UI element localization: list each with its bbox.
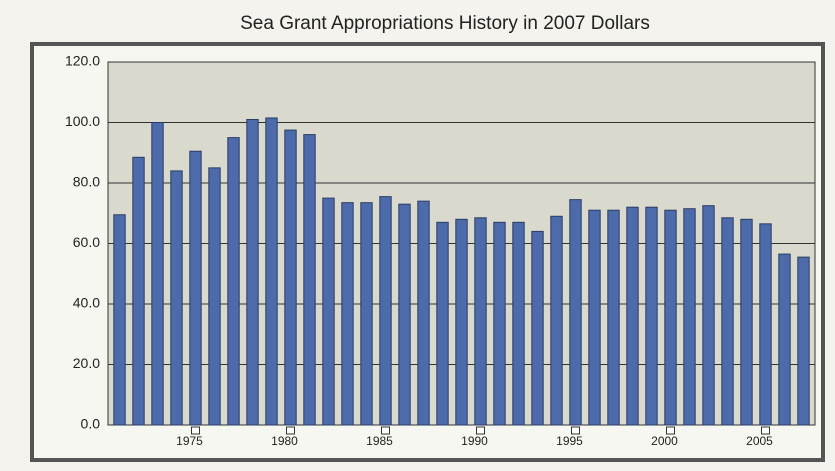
bar: [170, 170, 183, 426]
x-tick-label: 2000: [651, 434, 678, 448]
bar: [189, 150, 202, 426]
bar: [493, 221, 506, 426]
y-tick-label: 80.0: [73, 174, 100, 190]
bar: [664, 209, 677, 426]
bar: [721, 217, 734, 426]
x-tick-label: 1980: [271, 434, 298, 448]
x-tick-marker: [191, 426, 200, 435]
bar: [759, 223, 772, 426]
bar: [227, 137, 240, 426]
y-tick-label: 20.0: [73, 355, 100, 371]
x-tick-marker: [286, 426, 295, 435]
bar: [246, 118, 259, 426]
bar: [588, 209, 601, 426]
y-tick-label: 40.0: [73, 295, 100, 311]
x-tick-marker: [666, 426, 675, 435]
x-tick-label: 1985: [366, 434, 393, 448]
bar: [341, 202, 354, 426]
bar: [284, 129, 297, 426]
bar: [778, 253, 791, 426]
y-tick-label: 0.0: [81, 416, 101, 432]
bar: [645, 206, 658, 426]
y-tick-label: 60.0: [73, 234, 100, 250]
x-tick-marker: [381, 426, 390, 435]
bar: [607, 209, 620, 426]
bar: [702, 205, 715, 426]
bar: [151, 122, 164, 426]
bar: [550, 215, 563, 426]
bar: [740, 218, 753, 426]
x-tick-label: 1990: [461, 434, 488, 448]
x-tick-marker: [571, 426, 580, 435]
bar: [398, 203, 411, 426]
bar: [512, 221, 525, 426]
bar: [797, 256, 810, 426]
bar: [417, 200, 430, 426]
bar: [322, 197, 335, 426]
y-tick-label: 120.0: [65, 53, 100, 69]
x-tick-marker: [476, 426, 485, 435]
x-tick-label: 1975: [176, 434, 203, 448]
bar: [531, 230, 544, 426]
bar: [303, 134, 316, 426]
bar: [626, 206, 639, 426]
bar: [569, 199, 582, 426]
x-tick-marker: [761, 426, 770, 435]
x-tick-label: 2005: [746, 434, 773, 448]
y-tick-label: 100.0: [65, 113, 100, 129]
bar: [379, 196, 392, 426]
chart-title: Sea Grant Appropriations History in 2007…: [240, 13, 650, 34]
bar: [436, 221, 449, 426]
bar: [132, 156, 145, 426]
bar: [360, 202, 373, 426]
x-tick-label: 1995: [556, 434, 583, 448]
bar: [265, 117, 278, 426]
bar: [474, 217, 487, 426]
bar: [683, 208, 696, 426]
bar: [455, 218, 468, 426]
bar: [113, 214, 126, 426]
bar: [208, 167, 221, 426]
